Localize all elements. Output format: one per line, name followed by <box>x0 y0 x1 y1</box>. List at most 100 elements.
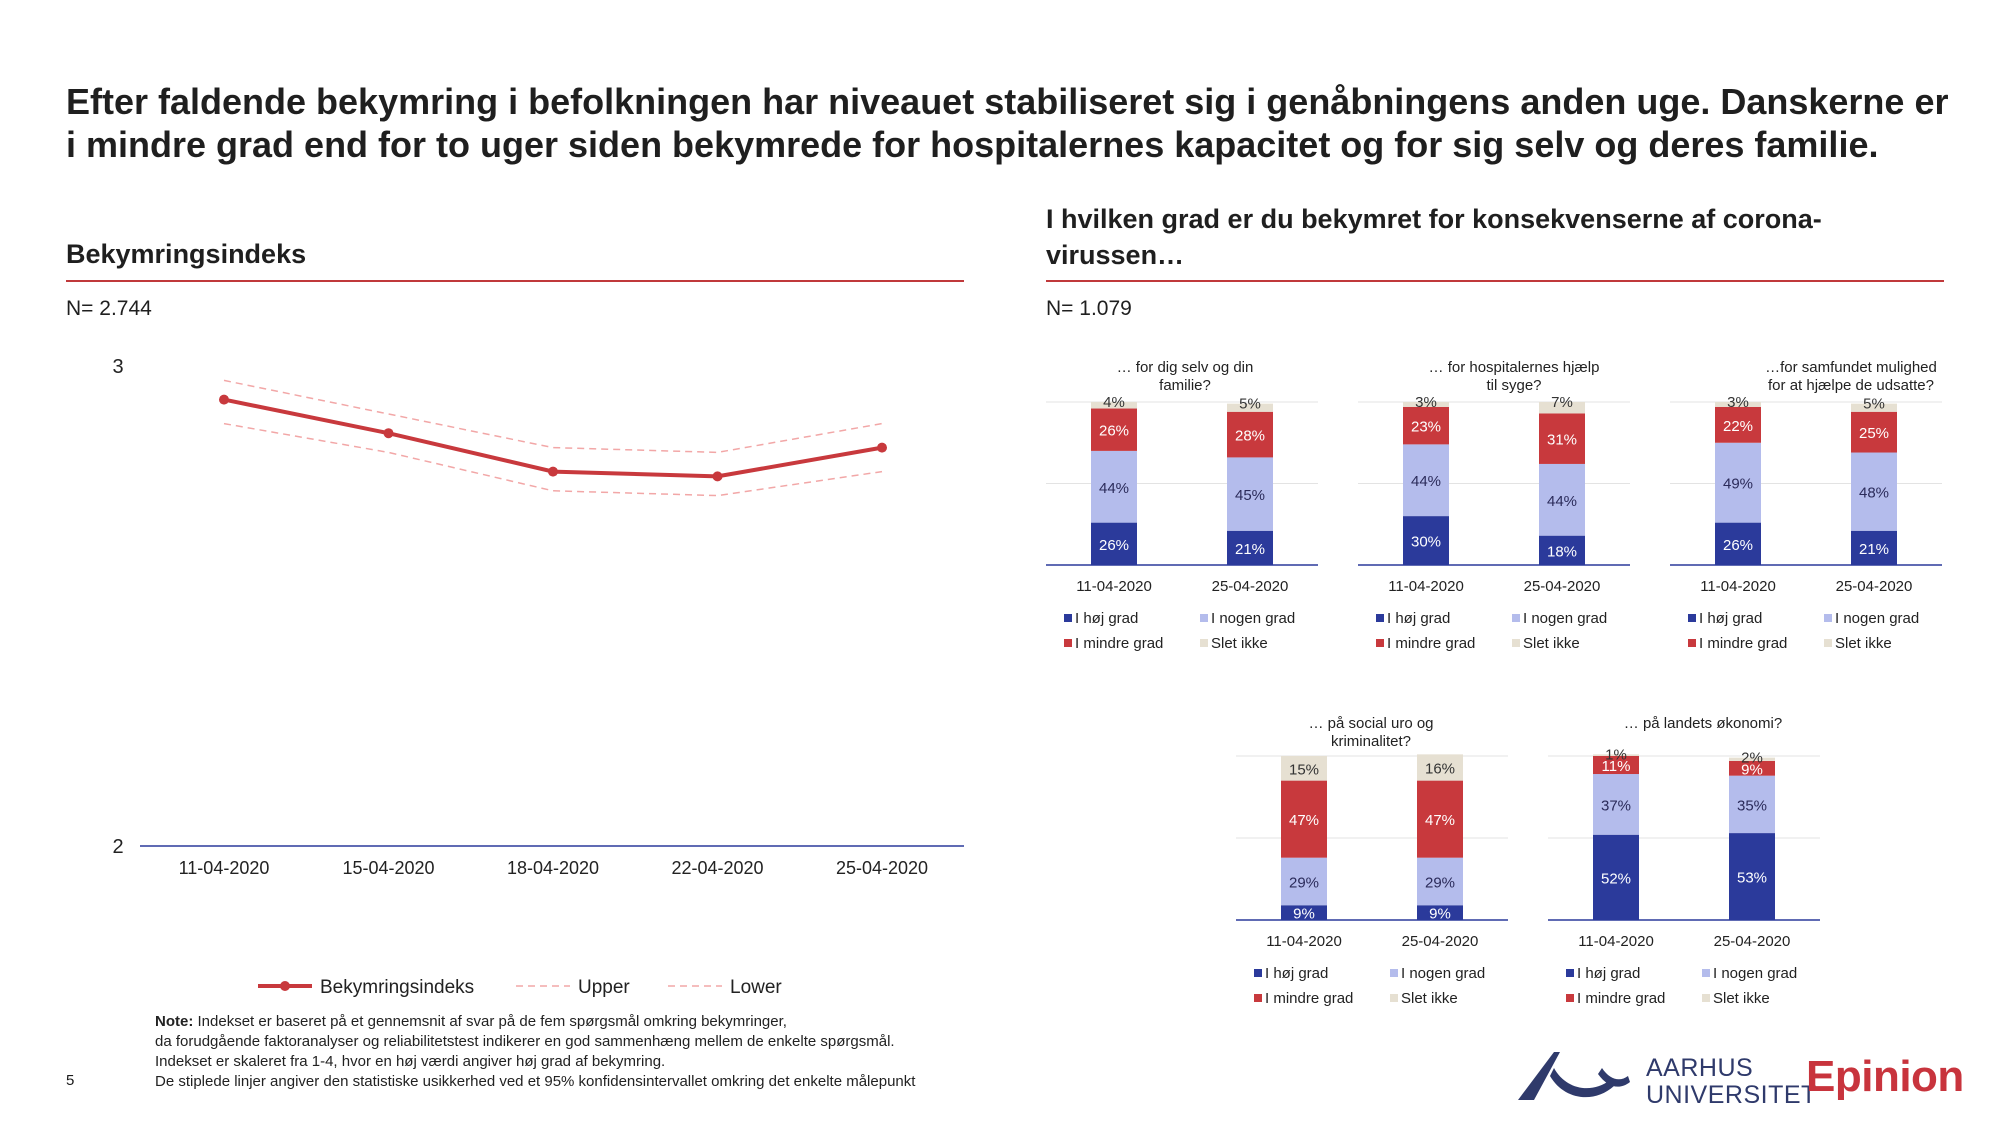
bar-segment-hoj <box>1417 905 1463 920</box>
legend-swatch-mindre <box>1566 994 1574 1002</box>
legend-swatch-mindre <box>1688 639 1696 647</box>
data-label: 4% <box>1103 394 1125 411</box>
bar-segment-mindre <box>1539 413 1585 464</box>
legend-swatch-hoj <box>1688 614 1696 622</box>
left-section-rule <box>66 280 964 282</box>
panel-title: … for hospitalernes hjælp <box>1429 359 1600 376</box>
y-tick-label: 2 <box>112 836 123 858</box>
legend-label: I mindre grad <box>1699 635 1787 652</box>
bar-segment-nogen <box>1403 444 1449 517</box>
legend-swatch-mindre <box>1254 994 1262 1002</box>
data-label: 21% <box>1859 541 1889 558</box>
panel-title: kriminalitet? <box>1331 733 1411 750</box>
data-point <box>712 471 723 482</box>
legend-label: I mindre grad <box>1265 990 1353 1007</box>
data-label: 29% <box>1289 874 1319 891</box>
legend-label: I nogen grad <box>1401 965 1485 982</box>
bar-segment-nogen <box>1227 457 1273 531</box>
data-label: 9% <box>1293 906 1315 923</box>
bar-segment-nogen <box>1851 452 1897 531</box>
x-tick-label: 15-04-2020 <box>342 858 434 878</box>
legend-label: I nogen grad <box>1211 610 1295 627</box>
legend-label: I høj grad <box>1577 965 1640 982</box>
data-label: 37% <box>1601 797 1631 814</box>
data-label: 47% <box>1289 812 1319 829</box>
x-tick-label: 25-04-2020 <box>1402 933 1479 950</box>
x-tick-label: 11-04-2020 <box>1076 578 1152 595</box>
panel-title: for at hjælpe de udsatte? <box>1768 377 1934 394</box>
data-label: 35% <box>1737 797 1767 814</box>
bar-segment-slet <box>1539 402 1585 414</box>
bar-segment-hoj <box>1403 516 1449 565</box>
series-line-upper <box>223 379 883 454</box>
bar-segment-slet <box>1227 403 1273 412</box>
x-tick-label: 11-04-2020 <box>179 858 270 878</box>
bar-segment-hoj <box>1593 834 1639 920</box>
data-label: 45% <box>1235 487 1265 504</box>
bar-segment-nogen <box>1281 857 1327 906</box>
legend-swatch-slet <box>1512 639 1520 647</box>
panel-title: …for samfundet mulighed <box>1765 359 1937 376</box>
panel-title: … på social uro og <box>1308 715 1433 732</box>
bar-segment-slet <box>1851 403 1897 412</box>
data-label: 44% <box>1411 473 1441 490</box>
legend-swatch-nogen <box>1390 969 1398 977</box>
footnote-line-1: Indekset er baseret på et gennemsnit af … <box>193 1013 787 1030</box>
data-label: 16% <box>1425 760 1455 777</box>
left-section-title: Bekymringsindeks <box>66 239 307 269</box>
legend-label: I mindre grad <box>1387 635 1475 652</box>
x-tick-label: 11-04-2020 <box>1266 933 1342 950</box>
bar-segment-hoj <box>1539 535 1585 565</box>
data-label: 49% <box>1723 476 1753 493</box>
data-label: 30% <box>1411 534 1441 551</box>
panel-title: familie? <box>1159 377 1211 394</box>
bar-segment-hoj <box>1091 522 1137 565</box>
bar-segment-nogen <box>1539 463 1585 536</box>
bar-segment-hoj <box>1227 530 1273 565</box>
legend-label: I høj grad <box>1265 965 1328 982</box>
bar-segment-slet <box>1715 402 1761 407</box>
epinion-logo: Epinion <box>1806 1052 1964 1101</box>
data-label: 53% <box>1737 870 1767 887</box>
legend-label: Lower <box>730 977 782 998</box>
x-tick-label: 25-04-2020 <box>836 858 928 878</box>
legend-label: Slet ikke <box>1713 990 1770 1007</box>
data-label: 25% <box>1859 425 1889 442</box>
bar-segment-slet <box>1593 754 1639 756</box>
legend-label: I høj grad <box>1699 610 1762 627</box>
data-label: 23% <box>1411 419 1441 436</box>
data-label: 44% <box>1547 493 1577 510</box>
bar-segment-mindre <box>1281 780 1327 858</box>
footnote-label: Note: <box>155 1013 194 1030</box>
bar-segment-mindre <box>1403 406 1449 445</box>
legend-swatch-mindre <box>1064 639 1072 647</box>
data-label: 29% <box>1425 874 1455 891</box>
legend-swatch-nogen <box>1512 614 1520 622</box>
panel-title: … på landets økonomi? <box>1624 715 1782 732</box>
legend-label: I høj grad <box>1075 610 1138 627</box>
bar-segment-mindre <box>1715 406 1761 443</box>
panel-title: … for dig selv og din <box>1117 359 1254 376</box>
legend-label: I mindre grad <box>1075 635 1163 652</box>
legend-swatch-nogen <box>1824 614 1832 622</box>
data-label: 18% <box>1547 543 1577 560</box>
legend-swatch-nogen <box>1702 969 1710 977</box>
legend-label: Slet ikke <box>1401 990 1458 1007</box>
data-label: 26% <box>1099 537 1129 554</box>
legend-swatch-slet <box>1702 994 1710 1002</box>
bar-segment-nogen <box>1417 857 1463 906</box>
data-label: 2% <box>1741 750 1763 767</box>
data-label: 44% <box>1099 480 1129 497</box>
bar-segment-slet <box>1091 402 1137 409</box>
x-tick-label: 22-04-2020 <box>671 858 763 878</box>
series-line-lower <box>223 422 883 497</box>
x-tick-label: 11-04-2020 <box>1388 578 1464 595</box>
page-title: Efter faldende bekymring i befolkningen … <box>66 81 1949 165</box>
legend-label: Upper <box>578 977 630 998</box>
data-label: 31% <box>1547 432 1577 449</box>
legend-label: I nogen grad <box>1523 610 1607 627</box>
data-label: 5% <box>1239 396 1261 413</box>
bar-segment-mindre <box>1593 756 1639 775</box>
legend-swatch-slet <box>1390 994 1398 1002</box>
